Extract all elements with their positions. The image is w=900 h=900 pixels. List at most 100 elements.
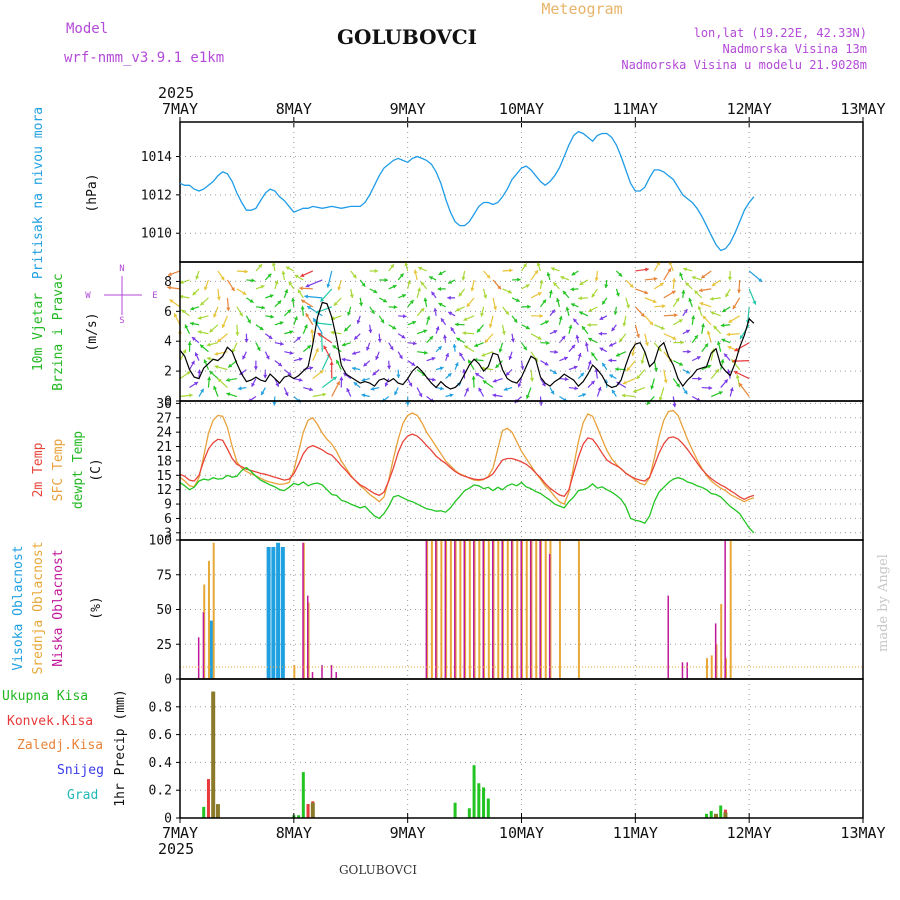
wind-vector-head — [691, 315, 696, 320]
precip-bar — [453, 802, 457, 818]
pressure-yticks: 1010 1012 1014 — [141, 150, 180, 242]
wind-vector-head — [251, 382, 256, 387]
wind-vector-head — [433, 308, 438, 312]
wind-vector-head — [707, 364, 712, 369]
cloud-bar — [330, 665, 333, 679]
wind-vector-head — [456, 337, 461, 342]
pressure-ytick-label: 1012 — [141, 188, 172, 203]
wind-vector-head — [698, 288, 703, 293]
wind-vector-head — [633, 388, 637, 393]
wind-vector-head — [470, 287, 475, 292]
wind-vector-head — [631, 352, 636, 356]
cloud-bar — [525, 540, 528, 679]
wind-vector-head — [613, 311, 618, 315]
cloud-bar — [197, 637, 200, 679]
wind-vector-head — [366, 346, 370, 351]
wind-vector-head — [332, 376, 337, 381]
wind-vector-head — [420, 308, 425, 312]
cloud-bar — [520, 540, 522, 679]
compass-rose: N S W E — [85, 264, 157, 326]
precip-bar — [472, 765, 476, 818]
elevation-label: Nadmorska Visina 13m — [723, 42, 868, 56]
t2m-label: 2m Temp — [31, 442, 46, 497]
wind-vector-head — [431, 291, 436, 296]
cloud-bar — [497, 540, 500, 679]
wind-vector-head — [553, 330, 558, 334]
wind-vector-head — [609, 342, 614, 347]
wind-vector-head — [658, 396, 663, 401]
wind-vector-head — [226, 392, 231, 397]
wind-vector-head — [482, 380, 487, 385]
wind-vector-head — [384, 382, 389, 387]
wind-vector-head — [729, 387, 734, 392]
wind-vector-head — [587, 322, 591, 327]
cloud-bar — [491, 540, 494, 679]
wind-vector-head — [213, 385, 218, 390]
wind-vector-head — [462, 331, 467, 336]
precip-panel: 0 0.2 0.4 0.6 0.8 Ukupna Kisa Konvek.Kisa Za… — [2, 678, 864, 827]
cloud-bar — [212, 542, 215, 679]
wind-vector-head — [525, 394, 530, 399]
wind-vector-head — [191, 337, 196, 341]
wind-vector-head — [269, 294, 274, 299]
wind-vector-head — [380, 319, 385, 324]
wind-label-1: 10m Vjetar — [31, 293, 46, 371]
wind-vector-head — [683, 267, 688, 272]
wind-vector-head — [195, 275, 200, 280]
cloud-ytick-label: 0 — [164, 673, 172, 688]
wind-vector-head — [615, 352, 620, 357]
wind-vector-head — [265, 355, 270, 360]
wind-vector-head — [228, 363, 233, 368]
wind-vector-head — [570, 287, 575, 292]
precip-bar — [467, 808, 471, 818]
wind-vector-head — [394, 391, 398, 396]
precip-bar — [723, 812, 728, 818]
wind-vector-head — [261, 305, 266, 310]
wind-vector-head — [683, 390, 688, 395]
wind-vector-head — [439, 366, 444, 371]
wind-vector-head — [277, 362, 282, 367]
wind-vector-head — [303, 324, 308, 329]
cloud-bar — [454, 540, 456, 679]
wind-vector-head — [752, 300, 757, 305]
time-tick-label: 7MAY — [162, 824, 198, 842]
wind-vector-head — [409, 300, 414, 304]
pressure-ytick-label: 1010 — [141, 227, 172, 242]
cloud-bar — [516, 540, 519, 679]
cloud-bar — [478, 540, 481, 679]
wind-vector-head — [539, 279, 544, 284]
legend-frozen-rain: Zaledj.Kisa — [17, 738, 103, 753]
wind-vector-head — [563, 356, 568, 361]
wind-vector-head — [304, 294, 308, 299]
wind-vector-head — [182, 349, 187, 354]
time-tick-label: 12MAY — [727, 100, 772, 118]
wind-vector-head — [274, 280, 279, 285]
wind-vector-head — [653, 276, 658, 281]
wind-vector-head — [301, 299, 306, 304]
wind-vector-head — [676, 383, 680, 388]
wind-vector-head — [560, 275, 565, 280]
wind-vector-head — [694, 290, 699, 295]
cloud-bar — [209, 620, 214, 679]
wind-vector-head — [466, 302, 471, 307]
temperature-ytick-label: 12 — [156, 483, 172, 498]
wind-vector-head — [462, 369, 467, 373]
cloud-bar — [454, 540, 457, 679]
wind-vector-head — [448, 311, 453, 316]
wind-vector-head — [498, 348, 503, 353]
wind-vector-head — [344, 327, 349, 332]
wind-vector-head — [674, 313, 678, 318]
wind-vector-head — [478, 387, 483, 392]
wind-vector-head — [438, 271, 443, 275]
wind-vector-head — [591, 293, 596, 298]
wind-vector-head — [550, 267, 555, 272]
time-tick-label: 9MAY — [390, 824, 426, 842]
wind-vector-head — [284, 392, 289, 397]
wind-vector-head — [392, 284, 397, 289]
wind-vector-head — [309, 366, 314, 371]
precip-bars — [202, 691, 728, 818]
wind-vector-head — [167, 285, 171, 290]
wind-vector-head — [298, 357, 303, 362]
wind-vector-head — [361, 282, 366, 287]
cloud-bar — [207, 560, 210, 679]
